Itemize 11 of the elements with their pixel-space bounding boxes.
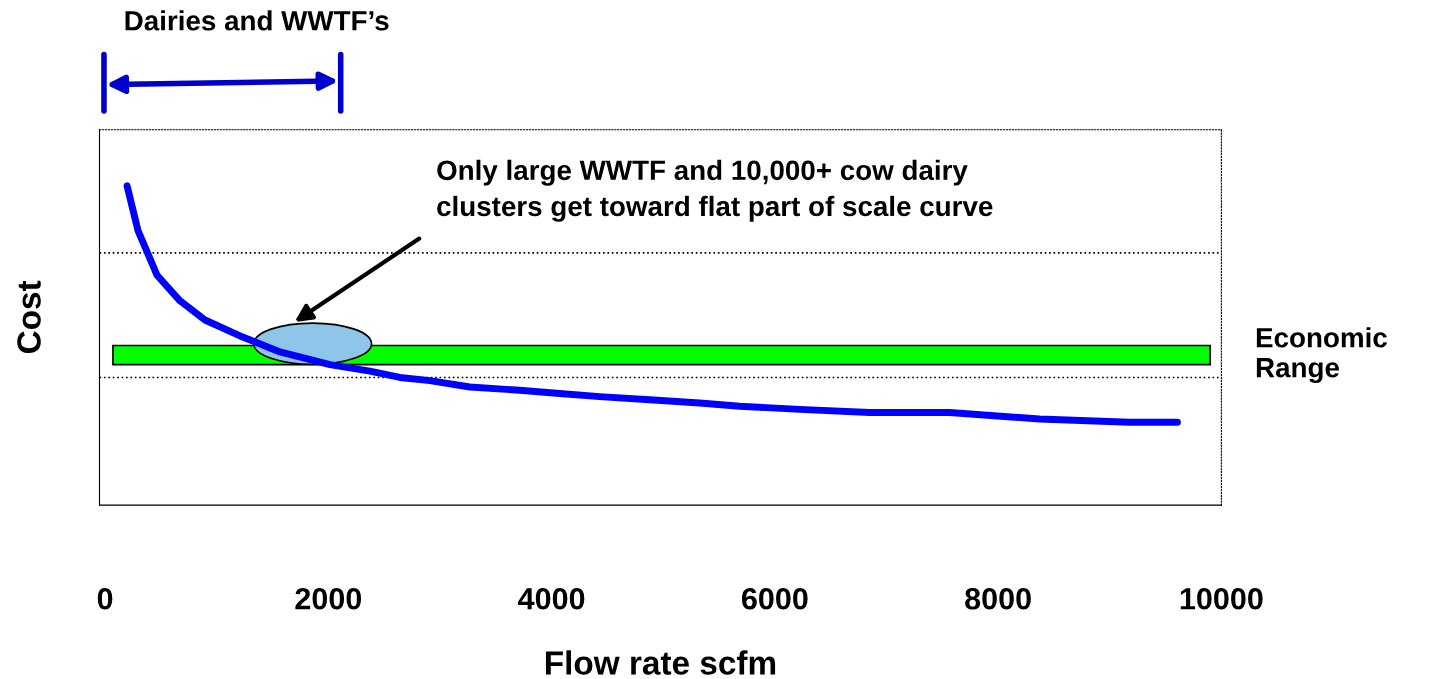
x-tick-label: 8000	[965, 587, 1031, 610]
x-tick-label: 0	[97, 587, 113, 610]
x-tick-label: 6000	[741, 587, 808, 610]
x-tick-label: 4000	[518, 587, 585, 610]
x-tick-label: 2000	[295, 587, 362, 610]
band-label: Economic Range	[1256, 327, 1387, 384]
x-tick-label: 10000	[1180, 587, 1263, 610]
y-axis-title: Cost	[17, 280, 41, 354]
annotation: Only large WWTF and 10,000+ cow dairy clusters get toward flat part of scale curve	[437, 159, 993, 222]
text: Dairies and WWTF’s	[125, 10, 389, 31]
x-axis-title: Flow rate scfm	[545, 650, 776, 675]
